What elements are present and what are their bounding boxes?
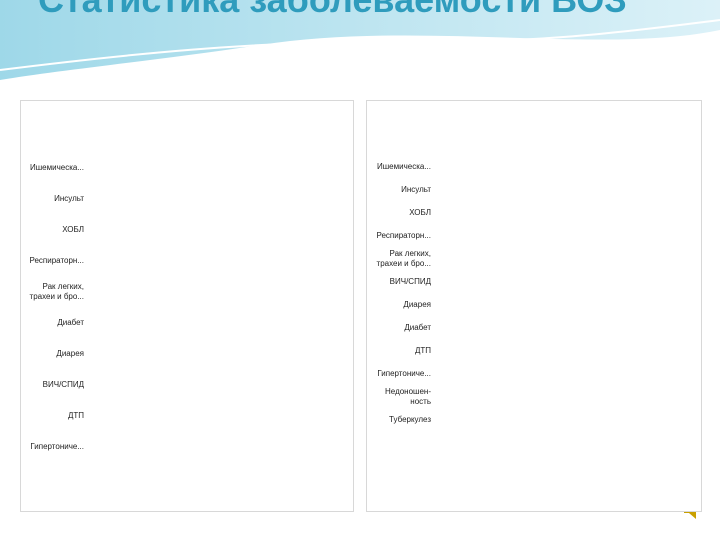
category-label: ВИЧ/СПИД — [42, 379, 84, 389]
category-label: Диарея — [403, 300, 431, 310]
category-label: Гипертониче... — [30, 441, 84, 451]
category-label: Инсульт — [54, 193, 84, 203]
category-label: ДТП — [414, 346, 431, 356]
category-label: Инсульт — [401, 184, 431, 194]
category-label: Респираторн... — [376, 230, 431, 240]
category-label: Ишемическа... — [377, 161, 431, 171]
category-label: Диарея — [56, 348, 84, 358]
category-label: ВИЧ/СПИД — [389, 276, 431, 286]
chart-panel — [20, 100, 354, 512]
category-label: Диабет — [57, 317, 84, 327]
wave-line — [0, 19, 720, 71]
category-label: ХОБЛ — [62, 224, 84, 234]
category-label: Респираторн... — [29, 255, 84, 265]
category-label: Рак легких, трахеи и бро... — [376, 248, 431, 268]
category-label: ХОБЛ — [409, 207, 431, 217]
category-label: Рак легких, трахеи и бро... — [29, 281, 84, 301]
chart-panel — [366, 100, 702, 512]
category-label: Диабет — [404, 323, 431, 333]
header-wave — [0, 0, 720, 80]
category-label: Ишемическа... — [30, 162, 84, 172]
category-label: ДТП — [67, 410, 84, 420]
category-label: Туберкулез — [389, 415, 431, 425]
category-label: Недоношен-ность — [385, 387, 431, 407]
category-label: Гипертониче... — [377, 369, 431, 379]
slide-title: Статистика заболеваемости ВОЗ — [38, 0, 678, 22]
